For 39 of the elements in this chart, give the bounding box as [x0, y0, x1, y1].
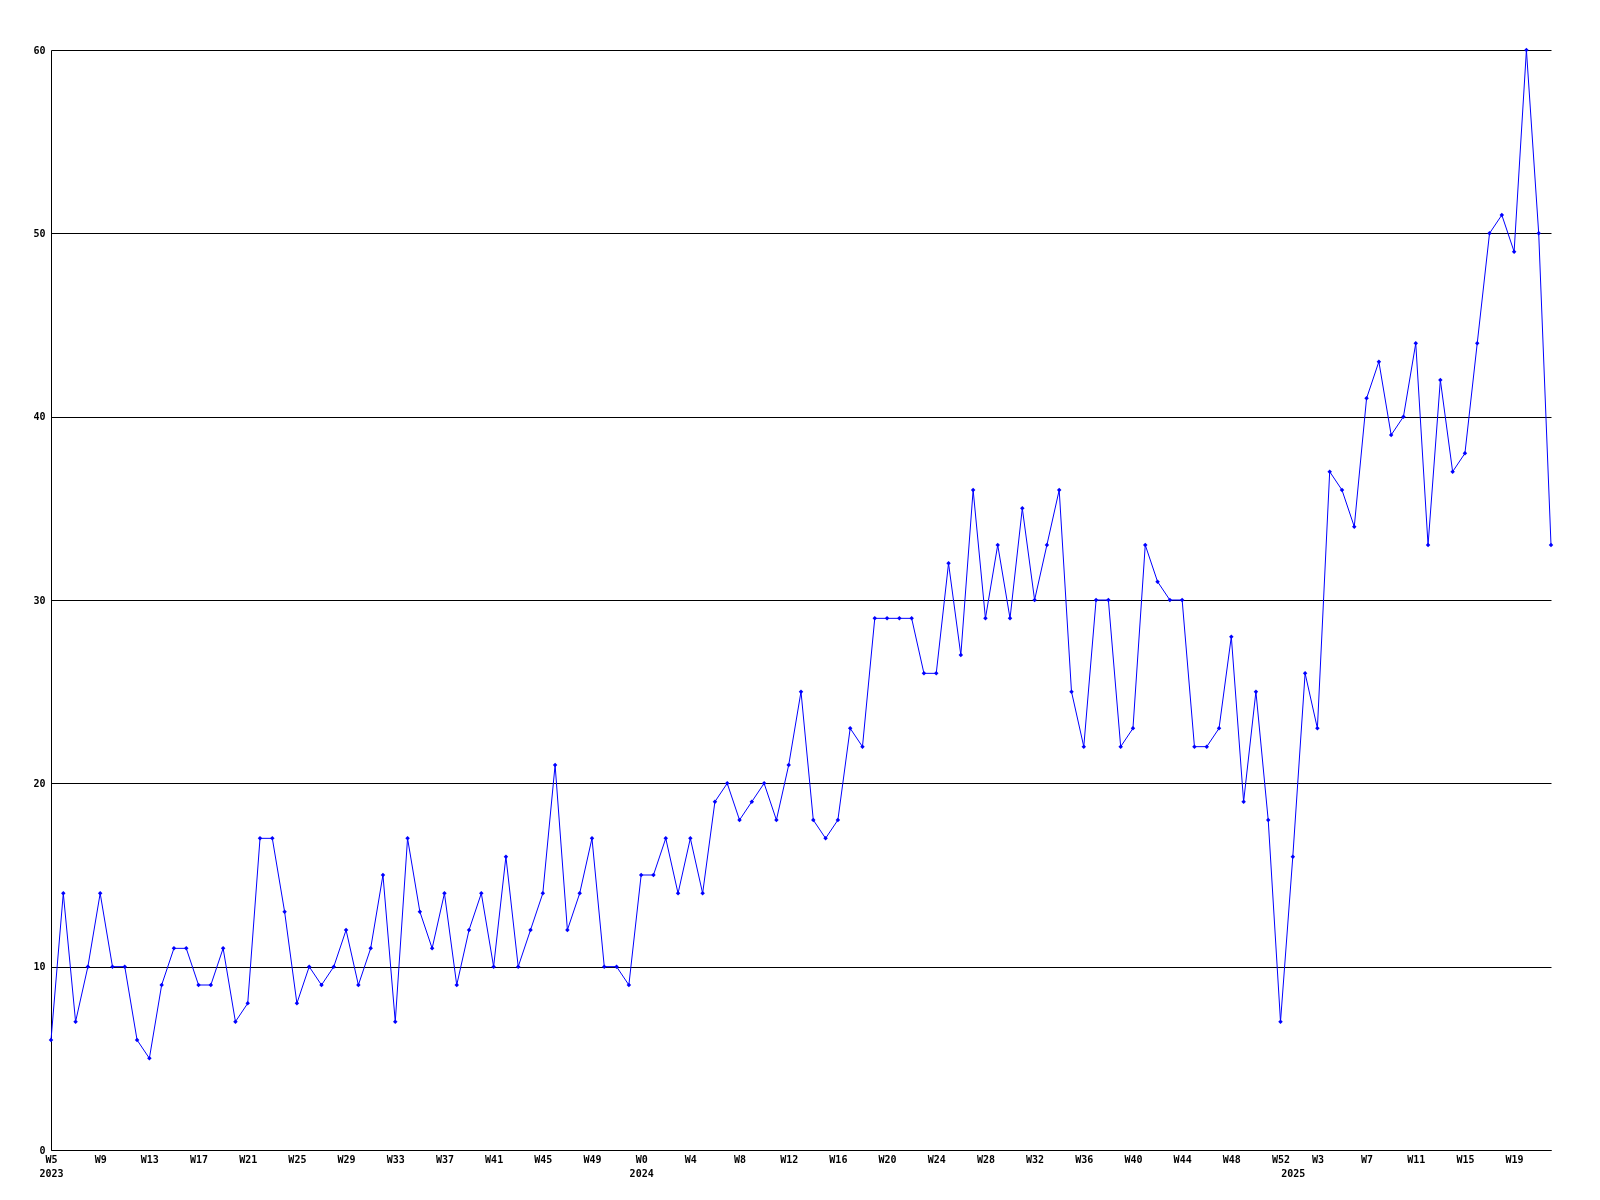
- x-tick-label: W32: [1026, 1153, 1045, 1165]
- x-tick-label: W41: [485, 1153, 504, 1165]
- y-tick-label: 50: [33, 227, 46, 239]
- x-tick-label: W52: [1271, 1153, 1291, 1165]
- x-tick-label: W4: [684, 1153, 697, 1165]
- y-tick-label: 40: [33, 411, 46, 423]
- y-tick-label: 60: [33, 44, 46, 56]
- y-tick-label: 0: [39, 1144, 46, 1156]
- x-tick-label: W15: [1456, 1153, 1475, 1165]
- x-tick-label: W8: [734, 1153, 747, 1165]
- x-tick-label: W9: [94, 1153, 107, 1165]
- x-tick-label: W28: [976, 1153, 995, 1165]
- x-tick-label: W29: [337, 1153, 356, 1165]
- x-tick-label: W19: [1505, 1153, 1524, 1165]
- y-tick-label: 20: [33, 777, 46, 789]
- x-tick-label: W0 2024: [629, 1153, 654, 1179]
- x-tick-label: W12: [780, 1153, 799, 1165]
- x-tick-label: W3: [1311, 1153, 1324, 1165]
- x-tick-label: W24: [927, 1153, 946, 1165]
- x-tick-label: W5 2023: [39, 1153, 64, 1179]
- x-tick-label: W37: [435, 1153, 454, 1165]
- x-tick-label: W17: [190, 1153, 209, 1165]
- x-tick-label: W25: [288, 1153, 307, 1165]
- x-tick-label: W16: [829, 1153, 848, 1165]
- x-tick-label: W44: [1173, 1153, 1192, 1165]
- x-tick-label: W7: [1361, 1153, 1374, 1165]
- x-tick-label: W13: [140, 1153, 159, 1165]
- y-tick-label: 30: [33, 594, 46, 606]
- x-tick-label: W40: [1124, 1153, 1143, 1165]
- x-tick-label: W11: [1407, 1153, 1426, 1165]
- x-tick-label: W21: [239, 1153, 258, 1165]
- x-tick-label: W20: [878, 1153, 897, 1165]
- x-tick-label: 2025: [1281, 1167, 1306, 1179]
- x-tick-label: W33: [386, 1153, 405, 1165]
- x-tick-label: W49: [583, 1153, 602, 1165]
- x-tick-label: W48: [1222, 1153, 1241, 1165]
- x-tick-label: W45: [534, 1153, 553, 1165]
- x-tick-label: W36: [1075, 1153, 1094, 1165]
- y-tick-label: 10: [33, 961, 46, 973]
